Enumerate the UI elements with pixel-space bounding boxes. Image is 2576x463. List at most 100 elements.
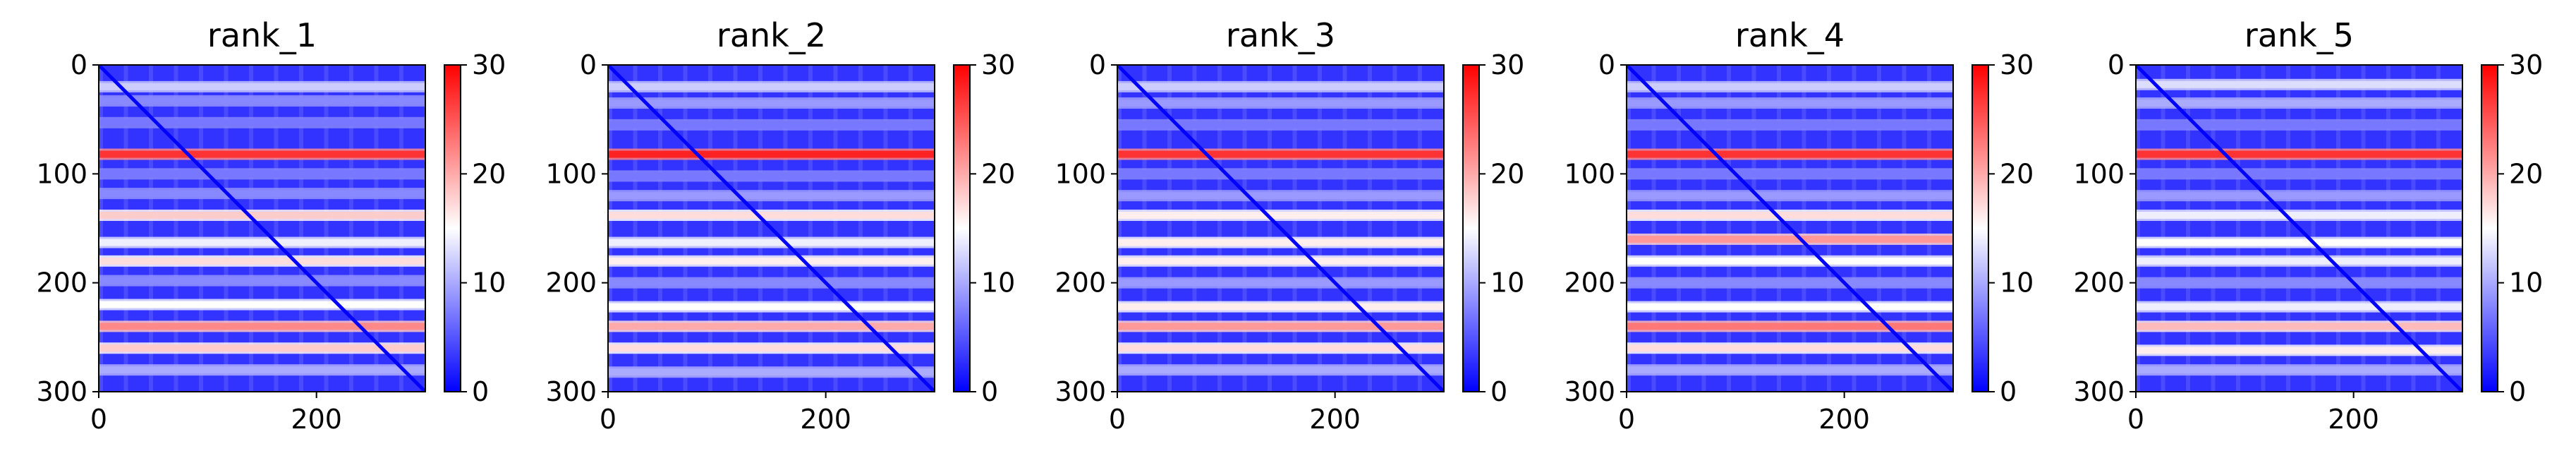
- heatmap-band: [1117, 344, 1444, 352]
- heatmap-band: [2136, 303, 2462, 311]
- colorbar: [1462, 64, 1480, 392]
- heatmap-column-streak: [1926, 65, 1931, 392]
- heatmap-band: [1627, 192, 1953, 200]
- x-tick-label: 200: [1309, 404, 1361, 435]
- heatmap-column-streak: [1726, 65, 1731, 392]
- y-tick-label: 100: [2073, 158, 2125, 189]
- heatmap-column-streak: [174, 65, 178, 392]
- heatmap-band: [99, 366, 425, 374]
- heatmap-column-streak: [1802, 65, 1806, 392]
- heatmap-band: [1627, 211, 1953, 219]
- y-tick-label: 300: [36, 376, 87, 407]
- colorbar: [2481, 64, 2498, 392]
- colorbar-tick-label: 0: [2000, 376, 2017, 407]
- heatmap-band: [2136, 80, 2462, 88]
- heatmap-band: [2136, 170, 2462, 178]
- heatmap-band: [608, 303, 935, 311]
- panel-title: rank_2: [717, 16, 826, 54]
- heatmap-column-streak: [1342, 65, 1347, 392]
- heatmap-band: [1117, 211, 1444, 219]
- heatmap-column-streak: [2386, 65, 2390, 392]
- heatmap-band: [1627, 279, 1953, 287]
- heatmap-band: [99, 97, 425, 104]
- heatmap-band: [1117, 366, 1444, 374]
- colorbar-tick-label: 30: [1490, 49, 1524, 80]
- heatmap-band: [2136, 323, 2462, 330]
- heatmap-band: [99, 211, 425, 219]
- heatmap-column-streak: [1367, 65, 1372, 392]
- y-tick-label: 0: [71, 49, 87, 80]
- heatmap-band: [2136, 211, 2462, 219]
- heatmap-band: [99, 83, 425, 90]
- heatmap-column-streak: [148, 65, 153, 392]
- heatmap-column-streak: [1242, 65, 1247, 392]
- heatmap-column-streak: [2161, 65, 2165, 392]
- heatmap-column-streak: [2335, 65, 2340, 392]
- heatmap-band: [1117, 303, 1444, 311]
- heatmap-band: [99, 119, 425, 126]
- heatmap-band: [608, 239, 935, 246]
- colorbar-tick-label: 10: [2000, 267, 2034, 299]
- heatmap-band: [608, 344, 935, 352]
- x-tick-label: 0: [1109, 404, 1126, 435]
- y-tick-label: 100: [36, 158, 87, 189]
- y-tick-label: 0: [580, 49, 597, 80]
- heatmap-column-streak: [1676, 65, 1681, 392]
- heatmap-band: [1117, 257, 1444, 265]
- heatmap-column-streak: [2185, 65, 2190, 392]
- heatmap-band: [2136, 279, 2462, 287]
- heatmap-band: [608, 100, 935, 107]
- y-tick-label: 100: [1055, 158, 1106, 189]
- heatmap-band: [1117, 239, 1444, 246]
- heatmap-frame: [2135, 64, 2463, 392]
- y-tick-label: 200: [1564, 267, 1615, 299]
- heatmap-column-streak: [683, 65, 688, 392]
- y-tick-label: 200: [1055, 267, 1106, 299]
- heatmap-column-streak: [274, 65, 279, 392]
- heatmap-band: [1627, 235, 1953, 243]
- heatmap-band: [608, 83, 935, 90]
- heatmap-band: [2136, 150, 2462, 158]
- heatmap-column-streak: [1627, 65, 1631, 392]
- heatmap-band: [99, 257, 425, 265]
- heatmap-band: [1627, 100, 1953, 107]
- heatmap-band: [1627, 83, 1953, 90]
- heatmap-band: [1117, 323, 1444, 330]
- heatmap-frame: [1117, 64, 1445, 392]
- heatmap-band: [1117, 121, 1444, 128]
- heatmap-column-streak: [1392, 65, 1397, 392]
- heatmap-band: [608, 211, 935, 219]
- heatmap-band: [99, 301, 425, 308]
- heatmap-band: [1627, 150, 1953, 158]
- heatmap-column-streak: [733, 65, 738, 392]
- heatmap-band: [99, 277, 425, 284]
- heatmap-column-streak: [1417, 65, 1422, 392]
- colorbar-tick-label: 30: [981, 49, 1015, 80]
- heatmap-band: [1627, 344, 1953, 352]
- heatmap-column-streak: [1267, 65, 1272, 392]
- y-tick-label: 300: [2073, 376, 2125, 407]
- heatmap-column-streak: [883, 65, 888, 392]
- heatmap-column-streak: [2411, 65, 2416, 392]
- y-tick-label: 0: [2108, 49, 2125, 80]
- heatmap-band: [1117, 83, 1444, 90]
- heatmap-plot-area: [608, 65, 935, 392]
- heatmap-band: [608, 121, 935, 128]
- heatmap-column-streak: [99, 65, 103, 392]
- heatmap-band: [1117, 100, 1444, 107]
- y-tick-label: 0: [1598, 49, 1615, 80]
- heatmap-column-streak: [1142, 65, 1147, 392]
- colorbar-tick-label: 20: [2000, 158, 2034, 189]
- y-tick-label: 200: [545, 267, 597, 299]
- heatmap-frame: [607, 64, 935, 392]
- x-tick-label: 0: [600, 404, 616, 435]
- heatmap-column-streak: [1317, 65, 1322, 392]
- heatmap-column-streak: [1117, 65, 1122, 392]
- heatmap-diagonal: [99, 65, 425, 392]
- colorbar-tick-label: 30: [2509, 49, 2543, 80]
- heatmap-band: [608, 368, 935, 376]
- colorbar-tick-label: 20: [472, 158, 506, 189]
